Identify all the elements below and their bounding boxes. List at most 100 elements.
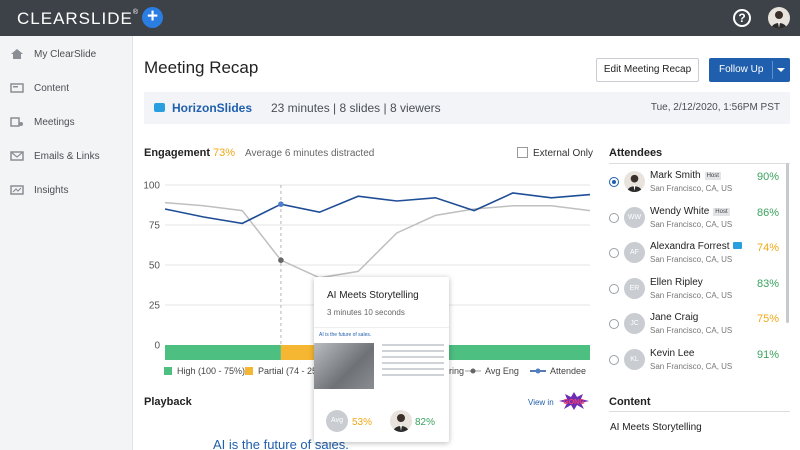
content-icon xyxy=(10,83,24,93)
y-tick-label: 50 xyxy=(149,261,161,272)
presenting-icon xyxy=(733,242,743,249)
external-only-checkbox[interactable] xyxy=(517,147,528,158)
sidebar-item-my-clearslide[interactable]: My ClearSlide xyxy=(0,42,133,66)
attendee-engagement: 75% xyxy=(756,313,779,325)
attendee-row[interactable]: JC Jane Craig San Francisco, CA, US 75% xyxy=(607,309,790,343)
clearslide-logo[interactable]: CLEARSLIDE® xyxy=(17,9,139,28)
attendee-radio[interactable] xyxy=(609,354,619,365)
attendee-name: Alexandra Forrest xyxy=(650,241,743,252)
external-only-label: External Only xyxy=(533,148,594,159)
view-in-link[interactable]: View in xyxy=(528,398,554,407)
sidebar-item-label: Content xyxy=(34,82,70,94)
legend-attendee: Attendee xyxy=(530,366,586,376)
sidebar-item-emails-links[interactable]: Emails & Links xyxy=(0,144,133,168)
attendee-location: San Francisco, CA, US xyxy=(650,184,733,193)
sidebar-item-insights[interactable]: Insights xyxy=(0,178,133,202)
playback-title: Playback xyxy=(144,396,192,408)
meeting-summary: HorizonSlides 23 minutes | 8 slides | 8 … xyxy=(144,92,790,124)
attendee-name: Kevin Lee xyxy=(650,348,694,359)
tooltip-avg-value: 53% xyxy=(352,417,373,428)
user-avatar[interactable] xyxy=(768,7,790,29)
attendee-engagement: 90% xyxy=(756,171,779,183)
gong-logo-text: GONG xyxy=(563,399,585,406)
legend-partial: Partial (74 - 25 xyxy=(245,366,317,376)
content-title: Content xyxy=(609,396,651,408)
slide-thumbnail-photo xyxy=(314,343,374,389)
attendee-radio[interactable] xyxy=(609,319,619,329)
attendee-avatar: AF xyxy=(624,242,645,263)
page-title: Meeting Recap xyxy=(144,58,259,77)
attendees-title: Attendees xyxy=(609,147,663,159)
edit-meeting-recap-button[interactable]: Edit Meeting Recap xyxy=(596,58,699,82)
legend-swatch-high xyxy=(164,367,172,375)
y-tick-label: 25 xyxy=(149,301,161,312)
tooltip-slide-title: AI Meets Storytelling xyxy=(327,290,419,301)
home-icon xyxy=(11,49,23,59)
y-tick-label: 0 xyxy=(154,341,160,352)
attendee-engagement: 91% xyxy=(756,348,779,361)
attendee-radio[interactable] xyxy=(609,177,619,187)
legend-swatch-partial xyxy=(245,367,253,375)
legend-low-tail: ring xyxy=(449,366,464,376)
attendee-engagement: 86% xyxy=(756,206,779,219)
series-line-attendee xyxy=(164,192,591,225)
tooltip-slide-time: 3 minutes 10 seconds xyxy=(327,308,405,317)
avg-badge: Avg xyxy=(326,410,348,432)
presentation-name[interactable]: HorizonSlides xyxy=(172,101,253,115)
gong-logo[interactable]: GONG xyxy=(559,392,589,410)
series-line-avg-eng xyxy=(164,201,591,279)
button-divider xyxy=(772,61,773,79)
y-tick-label: 100 xyxy=(143,181,160,192)
legend-low-tail-label: ring xyxy=(449,366,465,376)
host-badge: Host xyxy=(704,172,721,180)
attendee-avatar xyxy=(624,171,645,192)
attendee-avatar: JC xyxy=(624,313,645,334)
sidebar: My ClearSlide Content Meetings Emails & … xyxy=(0,36,133,450)
sidebar-item-content[interactable]: Content xyxy=(0,76,133,100)
attendee-location: San Francisco, CA, US xyxy=(650,255,733,264)
attendee-engagement: 83% xyxy=(756,277,779,290)
attendee-row[interactable]: WW Wendy White Host San Francisco, CA, US 86… xyxy=(607,203,790,237)
attendee-name-text: Wendy White xyxy=(650,205,710,217)
follow-up-button[interactable]: Follow Up xyxy=(709,58,790,82)
attendee-row[interactable]: AF Alexandra Forrest San Francisco, CA, US… xyxy=(607,238,790,272)
attendee-row[interactable]: KL Kevin Lee San Francisco, CA, US 91% xyxy=(607,345,790,379)
attendee-name: Mark Smith Host xyxy=(650,170,721,181)
attendee-radio[interactable] xyxy=(609,283,619,294)
engagement-title: Engagement xyxy=(144,147,211,159)
attendee-radio[interactable] xyxy=(609,248,619,258)
slide-thumbnail[interactable]: AI is the future of sales. xyxy=(314,327,449,405)
attendee-location: San Francisco, CA, US xyxy=(650,361,733,371)
attendee-engagement: 74% xyxy=(756,242,779,254)
content-item[interactable]: AI Meets Storytelling xyxy=(610,422,702,433)
legend-attendee-marker xyxy=(530,368,546,374)
legend-avg-marker xyxy=(465,368,481,374)
slide-thumbnail-heading: AI is the future of sales. xyxy=(319,332,372,338)
meeting-date: Tue, 2/12/2020, 1:56PM PST xyxy=(650,102,780,113)
legend-high: High (100 - 75%) xyxy=(164,366,245,376)
attendees-scrollbar[interactable] xyxy=(786,163,789,323)
tooltip-attendee-value: 82% xyxy=(415,417,436,428)
insights-icon xyxy=(10,185,24,195)
y-tick-label: 75 xyxy=(149,221,161,232)
attendee-name: Jane Craig xyxy=(650,312,698,323)
sidebar-item-label: Emails & Links xyxy=(34,150,100,162)
sidebar-item-label: Meetings xyxy=(34,116,75,128)
slide-tooltip-card: AI Meets Storytelling 3 minutes 10 secon… xyxy=(314,277,449,442)
sidebar-item-meetings[interactable]: Meetings xyxy=(0,110,133,134)
create-new-button[interactable]: + xyxy=(142,7,163,28)
engagement-average-text: Average 6 minutes distracted xyxy=(245,148,375,159)
attendee-name: Ellen Ripley xyxy=(650,277,703,288)
legend-avg-label: Avg Eng xyxy=(485,366,519,376)
engagement-band-high xyxy=(165,345,281,360)
attendee-row[interactable]: Mark Smith Host San Francisco, CA, US 90% xyxy=(607,167,790,201)
attendee-row[interactable]: ER Ellen Ripley San Francisco, CA, US 83% xyxy=(607,274,790,308)
data-point-avg-eng xyxy=(278,257,284,263)
meeting-stats: 23 minutes | 8 slides | 8 viewers xyxy=(271,101,441,115)
help-icon[interactable]: ? xyxy=(733,9,751,27)
top-bar: CLEARSLIDE® + ? xyxy=(0,0,800,36)
attendee-radio[interactable] xyxy=(609,212,619,223)
host-badge: Host xyxy=(713,207,730,216)
chevron-down-icon[interactable] xyxy=(777,68,785,72)
attendee-name: Wendy White Host xyxy=(650,206,730,217)
